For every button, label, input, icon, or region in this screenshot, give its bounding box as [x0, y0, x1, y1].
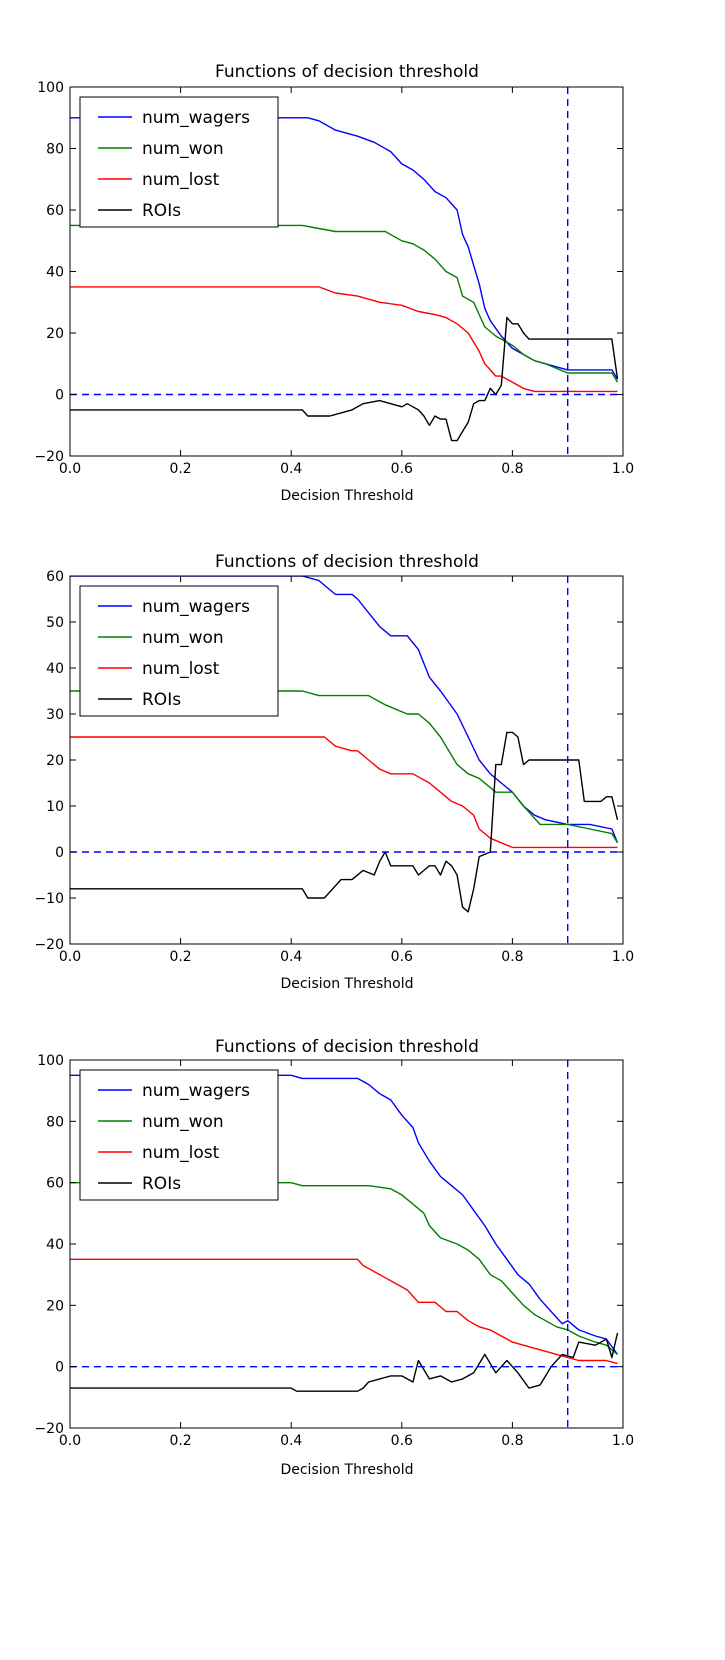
chart-1-x-tick-label: 1.0 — [612, 461, 634, 477]
chart-1-series-rois-line — [70, 316, 619, 442]
chart-2-series-rois-line — [70, 731, 619, 913]
chart-2-series-num-won-line — [70, 690, 619, 844]
chart-3-x-tick-label: 0.6 — [391, 1433, 413, 1449]
chart-1-title: Functions of decision threshold — [215, 62, 479, 82]
chart-1-legend-label: ROIs — [142, 201, 181, 221]
chart-1-y-tick-label: 40 — [46, 265, 64, 281]
chart-1-y-tick-label: 0 — [55, 388, 64, 404]
chart-1-y-tick-label: 20 — [46, 326, 64, 342]
chart-3-x-tick-label: 0.0 — [59, 1433, 81, 1449]
chart-3-x-tick-label: 0.8 — [501, 1433, 523, 1449]
chart-2-title: Functions of decision threshold — [215, 552, 479, 572]
chart-1-y-tick-label: −20 — [34, 449, 64, 465]
chart-1-x-tick-label: 0.0 — [59, 461, 81, 477]
chart-3: Functions of decision threshold 0.0 0.2 0.… — [34, 1037, 634, 1478]
chart-3-y-tick-label: 20 — [46, 1298, 64, 1314]
chart-3-y-tick-label: 60 — [46, 1176, 64, 1192]
chart-1-legend-box — [79, 96, 279, 228]
chart-1-x-tick-label: 0.4 — [280, 461, 302, 477]
chart-2-legend-box — [79, 585, 279, 717]
chart-3-y-tick-label: −20 — [34, 1421, 64, 1437]
chart-2-legend-label: num_won — [142, 628, 224, 648]
chart-2-y-tick-label: 0 — [55, 845, 64, 861]
chart-2-legend-label: num_lost — [142, 659, 220, 679]
chart-3-y-tick-label: 0 — [55, 1360, 64, 1376]
chart-3-y-tick-label: 40 — [46, 1237, 64, 1253]
chart-2-y-tick-label: −20 — [34, 937, 64, 953]
chart-2-series-num-lost-line — [70, 736, 618, 849]
chart-3-series-num-won-line — [70, 1181, 618, 1355]
chart-3-x-tick-label: 0.4 — [280, 1433, 302, 1449]
chart-3-legend-label: num_lost — [142, 1143, 220, 1163]
chart-3-legend-label: ROIs — [142, 1174, 181, 1194]
chart-2-y-tick-label: 40 — [46, 661, 64, 677]
chart-3-x-tick-label: 0.2 — [169, 1433, 191, 1449]
chart-2-legend: num_wagers num_won num_lost ROIs — [79, 585, 279, 717]
chart-1-plot-area: 0.0 0.2 0.4 0.6 0.8 1.0 100 80 60 40 20 0 −20 num_wag… — [34, 80, 634, 477]
chart-1-x-tick-label: 0.6 — [391, 461, 413, 477]
chart-1-legend: num_wagers num_won num_lost ROIs — [79, 96, 279, 228]
chart-3-plot-area: 0.0 0.2 0.4 0.6 0.8 1.0 100 80 60 40 20 0 −20 num_wag… — [34, 1053, 634, 1449]
chart-3-legend: num_wagers num_won num_lost ROIs — [79, 1069, 279, 1201]
chart-3-title: Functions of decision threshold — [215, 1037, 479, 1057]
chart-2-legend-label: ROIs — [142, 690, 181, 710]
chart-2-y-tick-label: 10 — [46, 799, 64, 815]
chart-1-legend-label: num_lost — [142, 170, 220, 190]
chart-2-y-tick-label: 60 — [46, 569, 64, 585]
chart-2: Functions of decision threshold 0.0 0.2 0.… — [34, 552, 634, 992]
chart-3-x-tick-label: 1.0 — [612, 1433, 634, 1449]
chart-3-legend-label: num_wagers — [142, 1081, 250, 1101]
chart-3-y-tick-label: 100 — [37, 1053, 64, 1069]
chart-1-legend-label: num_wagers — [142, 108, 250, 128]
chart-3-series-num-wagers-line — [70, 1074, 619, 1355]
chart-3-legend-label: num_won — [142, 1112, 224, 1132]
chart-2-x-tick-label: 0.6 — [391, 949, 413, 965]
chart-1-y-tick-label: 60 — [46, 203, 64, 219]
chart-1-y-tick-label: 100 — [37, 80, 64, 96]
chart-2-x-tick-label: 0.8 — [501, 949, 523, 965]
chart-2-plot-area: 0.0 0.2 0.4 0.6 0.8 1.0 60 50 40 30 20 10 0 −10 −20 num… — [34, 569, 634, 965]
chart-1-x-tick-label: 0.8 — [501, 461, 523, 477]
chart-2-x-tick-label: 0.2 — [169, 949, 191, 965]
chart-2-x-tick-label: 0.0 — [59, 949, 81, 965]
chart-1-series-num-won-line — [70, 224, 619, 383]
chart-2-legend-label: num_wagers — [142, 597, 250, 617]
chart-3-y-tick-label: 80 — [46, 1114, 64, 1130]
chart-3-x-axis-label: Decision Threshold — [280, 1462, 413, 1478]
chart-2-y-tick-label: −10 — [34, 891, 64, 907]
chart-2-x-axis-label: Decision Threshold — [280, 976, 413, 992]
chart-1-series-num-lost-line — [70, 286, 618, 393]
chart-2-y-tick-label: 20 — [46, 753, 64, 769]
chart-1: Functions of decision threshold 0.0 0.2 0.… — [34, 62, 634, 504]
chart-2-x-tick-label: 0.4 — [280, 949, 302, 965]
chart-1-x-axis-label: Decision Threshold — [280, 488, 413, 504]
chart-3-legend-box — [79, 1069, 279, 1201]
chart-2-y-tick-label: 30 — [46, 707, 64, 723]
chart-2-x-tick-label: 1.0 — [612, 949, 634, 965]
chart-2-y-tick-label: 50 — [46, 615, 64, 631]
chart-1-y-tick-label: 80 — [46, 142, 64, 158]
chart-3-series-num-lost-line — [70, 1258, 618, 1365]
chart-1-x-tick-label: 0.2 — [169, 461, 191, 477]
chart-1-legend-label: num_won — [142, 139, 224, 159]
chart-2-series-num-wagers-line — [70, 576, 619, 844]
chart-3-series-rois-line — [70, 1332, 619, 1392]
